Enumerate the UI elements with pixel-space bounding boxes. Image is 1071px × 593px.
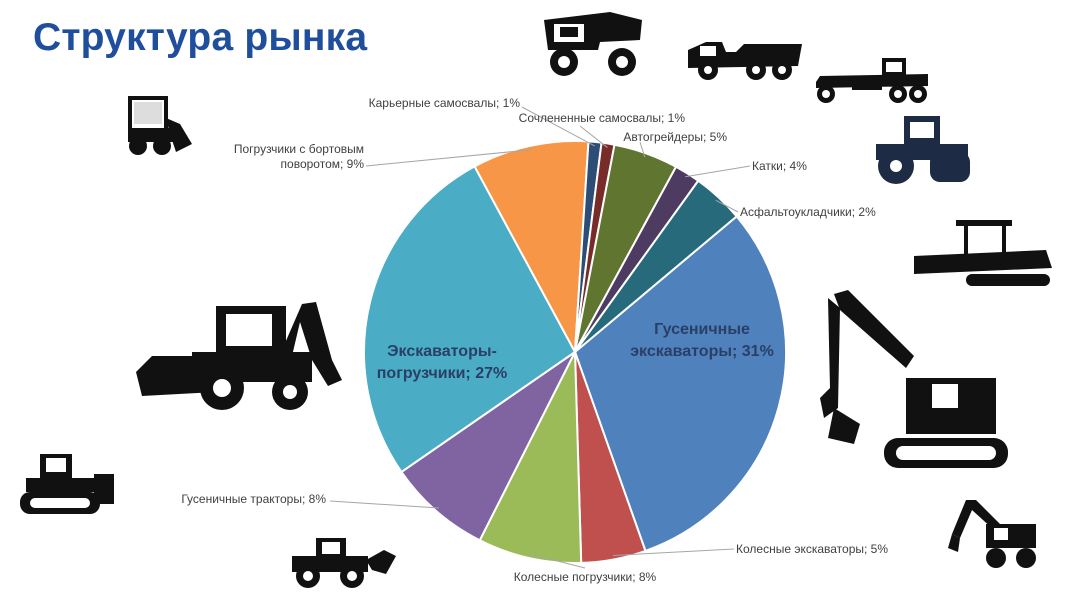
- leader-line: [529, 553, 586, 569]
- slice-label: Погрузчики с бортовым поворотом; 9%: [234, 142, 364, 171]
- slice-label: Автогрейдеры; 5%: [623, 130, 727, 144]
- page-title: Структура рынка: [33, 16, 368, 59]
- leader-line: [639, 141, 646, 158]
- pie-slice: [473, 140, 590, 356]
- crawler-excavator-icon: [820, 290, 1008, 468]
- slice-label: Гусеничные тракторы; 8%: [181, 492, 326, 506]
- articulated-dump-truck-icon: [688, 42, 802, 80]
- pie-slice: [363, 165, 577, 474]
- slice-label: Экскаваторы-погрузчики; 27%: [377, 343, 507, 382]
- slice-label: Колесные погрузчики; 8%: [514, 570, 657, 584]
- pie-slice: [574, 179, 739, 353]
- pie-slice: [573, 214, 787, 553]
- leader-line: [365, 149, 531, 167]
- slice-label: Карьерные самосвалы; 1%: [369, 96, 521, 110]
- pie-slice: [400, 351, 576, 542]
- slice-label: Катки; 4%: [752, 159, 807, 173]
- mining-dump-truck-icon: [544, 12, 642, 76]
- slice-label: Асфальтоукладчики; 2%: [740, 205, 876, 219]
- crawler-tractor-icon: [20, 454, 114, 514]
- skid-steer-loader-icon: [128, 96, 192, 155]
- motor-grader-icon: [816, 58, 928, 103]
- slice-label: Сочлененные самосвалы; 1%: [519, 111, 686, 125]
- leader-line: [329, 500, 439, 509]
- leader-line: [579, 125, 608, 148]
- leader-line: [521, 106, 595, 147]
- road-roller-icon: [876, 116, 970, 184]
- wheel-loader-icon: [292, 538, 396, 588]
- leader-line: [613, 548, 735, 556]
- leader-line: [685, 165, 751, 178]
- asphalt-paver-icon: [914, 220, 1052, 286]
- pie-slice: [478, 351, 583, 564]
- slice-label: Колесные экскаваторы; 5%: [736, 542, 888, 556]
- leader-line: [715, 199, 739, 213]
- wheeled-excavator-icon: [948, 500, 1036, 568]
- backhoe-loader-icon: [136, 302, 342, 410]
- slice-label: Гусеничные экскаваторы; 31%: [630, 321, 774, 360]
